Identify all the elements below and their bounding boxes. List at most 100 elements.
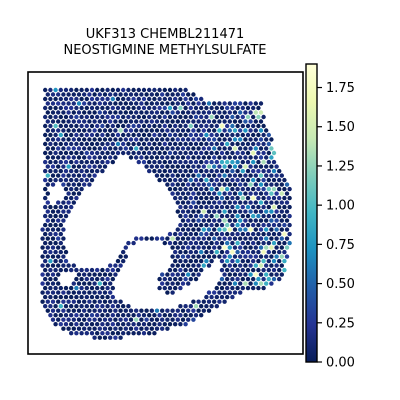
tissue-spot [212,236,217,241]
tissue-spot [232,110,238,115]
tissue-spot [61,92,66,97]
tissue-spot [167,177,173,183]
tissue-spot [178,105,183,111]
tissue-spot [45,137,50,142]
tissue-spot [89,123,95,129]
tissue-spot [271,159,277,165]
tissue-spot [248,254,253,259]
tissue-spot [53,123,58,129]
tissue-spot [165,290,170,295]
tissue-spot [128,146,134,151]
tissue-spot [149,146,154,151]
tissue-spot [204,105,209,111]
tissue-spot [92,335,97,340]
tissue-spot [183,177,188,183]
tissue-spot [178,177,183,183]
tissue-spot [201,146,206,151]
tissue-spot [167,276,173,282]
tissue-spot [89,313,95,318]
tissue-spot [76,290,82,295]
tissue-spot [92,146,97,151]
tissue-spot [264,191,269,196]
tissue-spot [274,272,279,277]
tissue-spot [160,317,165,322]
tissue-spot [121,132,126,138]
tissue-spot [157,96,162,102]
tissue-spot [45,308,50,313]
tissue-spot [235,186,240,192]
tissue-spot [79,322,84,327]
tissue-spot [209,213,214,219]
tissue-spot [175,128,180,133]
tissue-spot [66,101,71,106]
tissue-spot [56,92,61,97]
tissue-spot [87,110,92,115]
tissue-spot [69,123,74,129]
tissue-spot [222,218,227,223]
tissue-spot [43,204,48,210]
tissue-spot [105,114,110,120]
tissue-spot [43,285,48,291]
tissue-spot [256,123,261,129]
tissue-spot [214,186,219,192]
tissue-spot [258,236,264,241]
tissue-spot [206,290,212,295]
tissue-spot [95,141,100,147]
tissue-spot [253,263,258,268]
tissue-spot [222,209,227,214]
tissue-spot [173,96,178,102]
tissue-spot [206,299,212,304]
tissue-spot [69,313,74,318]
tissue-spot [196,227,201,232]
tissue-spot [256,249,261,255]
tissue-spot [256,150,261,156]
tissue-spot [82,173,87,178]
tissue-spot [152,141,157,147]
tissue-spot [225,249,230,255]
tissue-spot [102,317,108,322]
tissue-spot [253,182,258,187]
tissue-spot [261,177,266,183]
tissue-spot [147,87,152,93]
tissue-spot [45,128,50,133]
tissue-spot [235,222,240,228]
tissue-spot [204,159,209,165]
tissue-spot [105,285,110,291]
tissue-spot [89,276,95,282]
tissue-spot [56,137,61,142]
tissue-spot [284,254,290,259]
tissue-spot [183,258,188,264]
tissue-spot [149,110,154,115]
tissue-spot [227,191,232,196]
tissue-spot [193,105,199,111]
tissue-spot [126,114,131,120]
tissue-spot [147,132,152,138]
tissue-spot [183,249,188,255]
tissue-spot [79,285,84,291]
tissue-spot [66,290,71,295]
tissue-spot [167,132,173,138]
tissue-spot [175,110,180,115]
tissue-spot [108,155,113,160]
tissue-spot [79,123,84,129]
tissue-spot [43,240,48,246]
tissue-spot [175,119,180,124]
tissue-spot [118,335,123,340]
tissue-spot [279,191,284,196]
tissue-spot [238,137,243,142]
chart-title-line-1: UKF313 CHEMBL211471 [86,27,245,42]
tissue-spot [284,200,290,205]
tissue-spot [160,137,165,142]
tissue-spot [193,186,199,192]
tissue-spot [102,92,108,97]
tissue-spot [128,137,134,142]
tissue-spot [183,141,188,147]
tissue-spot [128,155,134,160]
tissue-spot [79,159,84,165]
tissue-spot [238,110,243,115]
tissue-spot [274,173,279,178]
tissue-spot [232,119,238,124]
tissue-spot [56,272,61,277]
tissue-spot [50,182,56,187]
tissue-spot [61,254,66,259]
